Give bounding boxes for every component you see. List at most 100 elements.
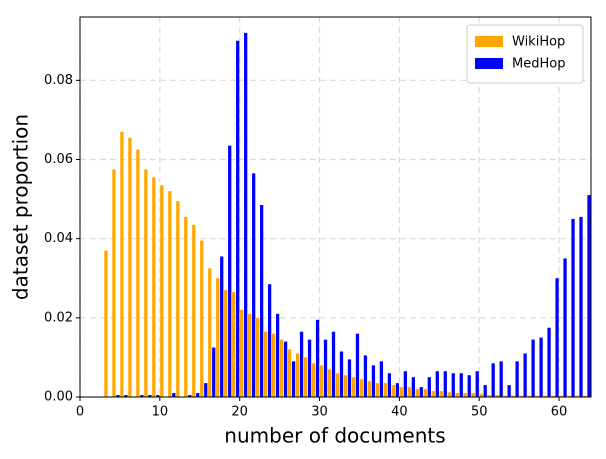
bar xyxy=(383,383,388,397)
bar xyxy=(192,224,196,397)
y-tick-label: 0.02 xyxy=(44,310,73,325)
bar xyxy=(391,385,396,397)
bar xyxy=(156,395,160,397)
bar xyxy=(499,361,503,397)
bar xyxy=(363,355,368,397)
bar xyxy=(120,131,124,397)
bar xyxy=(451,373,455,397)
bar xyxy=(379,361,384,397)
y-tick-label: 0.08 xyxy=(44,73,73,88)
bar xyxy=(196,393,200,397)
y-tick-label: 0.04 xyxy=(44,231,73,246)
bar xyxy=(579,216,583,397)
bar xyxy=(519,395,523,397)
bar xyxy=(124,395,128,397)
bar xyxy=(267,284,272,397)
bar xyxy=(439,391,443,397)
bar xyxy=(244,32,248,397)
bar xyxy=(387,373,392,397)
bar xyxy=(547,327,551,397)
bar xyxy=(431,391,435,397)
bar xyxy=(415,389,419,397)
bar xyxy=(116,395,120,397)
bar xyxy=(467,375,471,397)
bar xyxy=(271,333,276,397)
bar xyxy=(459,373,463,397)
bar xyxy=(463,393,467,397)
bar xyxy=(495,395,499,397)
bar xyxy=(331,331,336,397)
legend-label: MedHop xyxy=(512,57,565,72)
bar xyxy=(168,191,172,397)
bar xyxy=(343,375,348,397)
bar xyxy=(395,383,400,397)
bar xyxy=(407,387,411,397)
bar xyxy=(224,290,228,397)
bar xyxy=(355,333,360,397)
y-axis-label: dataset proportion xyxy=(9,114,33,300)
bar xyxy=(208,268,212,397)
bar xyxy=(583,395,587,397)
bar xyxy=(563,258,567,397)
bar xyxy=(204,383,208,397)
x-tick-label: 10 xyxy=(152,405,169,420)
bar xyxy=(200,240,204,397)
bar xyxy=(403,371,408,397)
bar xyxy=(212,347,216,397)
bar xyxy=(136,149,140,397)
bar xyxy=(184,216,188,397)
legend-label: WikiHop xyxy=(512,35,565,50)
bar xyxy=(543,395,547,397)
bar xyxy=(104,250,108,397)
bar xyxy=(248,313,252,397)
bar xyxy=(112,169,116,397)
legend-swatch xyxy=(475,36,503,47)
bar xyxy=(575,395,579,397)
bar xyxy=(299,331,304,397)
bar xyxy=(252,173,256,397)
plot-frame xyxy=(79,16,592,398)
bar xyxy=(279,339,284,397)
bar xyxy=(527,395,531,397)
bar xyxy=(483,385,487,397)
bar xyxy=(160,185,164,397)
bar xyxy=(315,319,320,397)
bar xyxy=(291,361,296,397)
bar xyxy=(311,363,316,397)
bar xyxy=(148,395,152,397)
y-tick-label: 0.06 xyxy=(44,152,73,167)
bar xyxy=(236,40,240,397)
bar xyxy=(587,195,591,397)
bar xyxy=(559,395,563,397)
bar xyxy=(571,218,575,397)
bar xyxy=(220,256,224,397)
bar xyxy=(367,381,372,397)
bar xyxy=(172,393,176,397)
bar xyxy=(419,387,423,397)
bar xyxy=(371,365,376,397)
bar xyxy=(475,371,479,397)
bar xyxy=(295,353,300,397)
x-tick-label: 50 xyxy=(471,405,488,420)
bar xyxy=(423,389,427,397)
bar xyxy=(128,137,132,397)
bar xyxy=(523,353,527,397)
x-tick-label: 20 xyxy=(231,405,248,420)
bar xyxy=(487,395,491,397)
x-tick-label: 30 xyxy=(311,405,328,420)
x-tick-label: 0 xyxy=(76,405,84,420)
bar xyxy=(339,351,344,397)
bar xyxy=(351,377,356,397)
bar xyxy=(323,339,328,397)
bar xyxy=(232,292,236,397)
y-tick-label: 0.00 xyxy=(44,390,73,405)
bar xyxy=(188,395,192,397)
bar xyxy=(275,313,280,397)
bar xyxy=(152,177,156,397)
bar xyxy=(347,359,352,397)
bar xyxy=(303,357,308,397)
bar xyxy=(307,339,312,397)
bar xyxy=(551,395,555,397)
bar xyxy=(515,361,519,397)
